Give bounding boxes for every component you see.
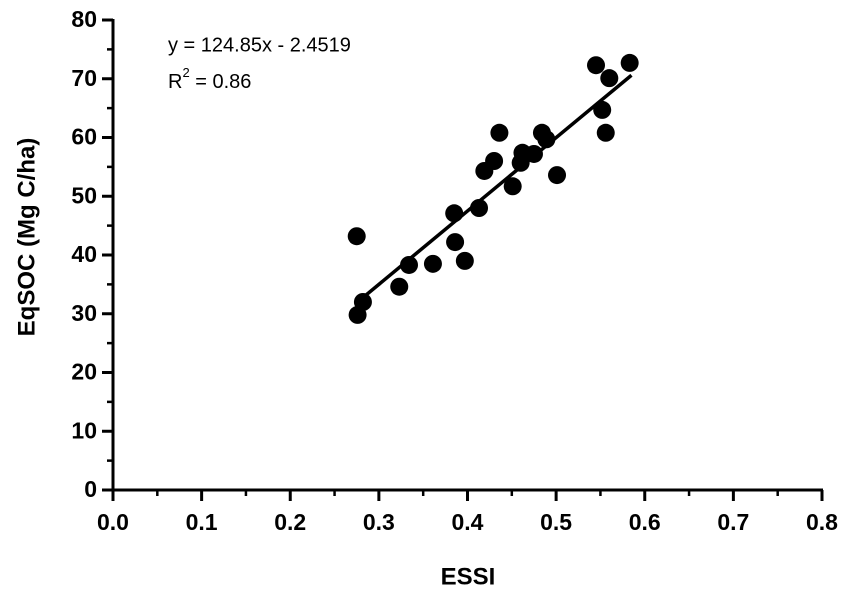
point bbox=[400, 255, 419, 274]
x-axis-title: ESSI bbox=[441, 563, 496, 590]
point bbox=[537, 130, 556, 149]
y-tick-label: 40 bbox=[71, 241, 97, 267]
y-tick-label: 20 bbox=[71, 359, 97, 385]
point bbox=[445, 204, 464, 223]
y-tick-label: 30 bbox=[71, 300, 97, 326]
equation: y = 124.85x - 2.4519 bbox=[168, 34, 351, 56]
point bbox=[485, 152, 504, 170]
r-squared-r: R bbox=[168, 71, 182, 93]
y-tick-label: 70 bbox=[71, 65, 97, 91]
y-tick-label: 60 bbox=[71, 124, 97, 150]
x-tick-label: 0.7 bbox=[717, 509, 749, 535]
point bbox=[455, 251, 474, 270]
y-tick-label: 80 bbox=[71, 6, 97, 32]
point bbox=[470, 199, 489, 217]
r-squared-exp: 2 bbox=[182, 65, 189, 80]
r-squared: R2 = 0.86 bbox=[168, 65, 251, 93]
point bbox=[390, 277, 409, 296]
x-tick-label: 0.4 bbox=[452, 509, 484, 535]
point bbox=[490, 123, 509, 142]
x-tick-label: 0.0 bbox=[97, 509, 129, 535]
x-tick-label: 0.1 bbox=[186, 509, 218, 535]
x-tick-label: 0.2 bbox=[274, 509, 306, 535]
point bbox=[593, 100, 612, 119]
x-tick-label: 0.6 bbox=[629, 509, 661, 535]
x-tick-label: 0.5 bbox=[540, 509, 572, 535]
point bbox=[503, 177, 522, 196]
point bbox=[347, 227, 366, 246]
y-axis-title: EqSOC (Mg C/ha) bbox=[13, 138, 40, 337]
point bbox=[446, 233, 465, 252]
point bbox=[587, 56, 606, 75]
r-squared-value: = 0.86 bbox=[190, 71, 252, 93]
x-tick-label: 0.3 bbox=[363, 509, 395, 535]
y-tick-label: 0 bbox=[84, 476, 97, 502]
point bbox=[423, 254, 442, 273]
point bbox=[548, 166, 567, 185]
point bbox=[596, 123, 615, 142]
y-tick-label: 10 bbox=[71, 417, 97, 443]
point bbox=[524, 144, 543, 163]
point bbox=[600, 69, 619, 88]
point bbox=[353, 293, 372, 311]
y-tick-label: 50 bbox=[71, 182, 97, 208]
point bbox=[620, 53, 639, 72]
x-tick-label: 0.8 bbox=[806, 509, 838, 535]
